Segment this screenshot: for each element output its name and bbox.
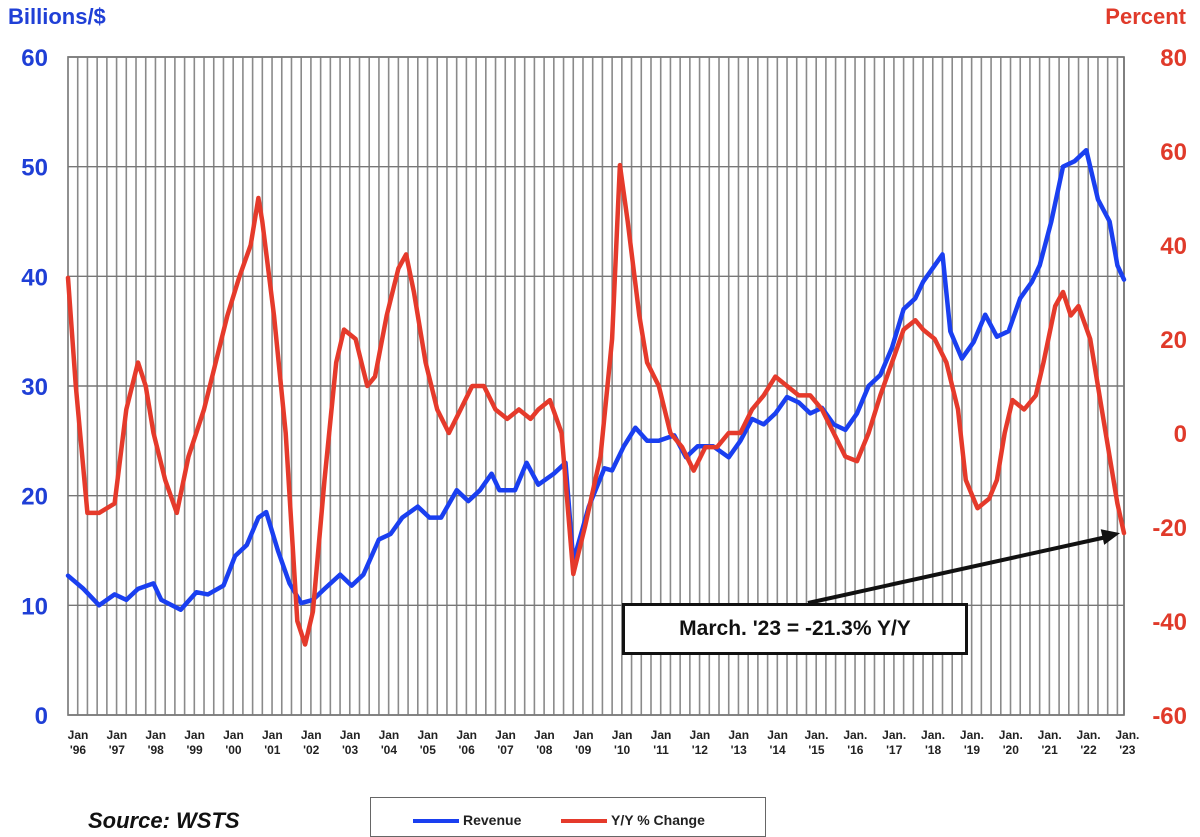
legend: Revenue Y/Y % Change [370, 797, 766, 837]
x-tick-label-year: '22 [1080, 743, 1097, 757]
right-axis-ticks: -60 -40 -20 0 20 40 60 80 [1152, 45, 1187, 730]
left-tick-label: 10 [21, 593, 48, 620]
x-tick-label-month: Jan [767, 728, 788, 742]
x-tick-label-month: Jan [495, 728, 516, 742]
annotation-arrow-line [807, 535, 1107, 605]
x-tick-label-month: Jan [184, 728, 205, 742]
x-tick-label-year: '13 [731, 743, 748, 757]
x-tick-label-month: Jan. [960, 728, 984, 742]
x-tick-label-month: Jan [456, 728, 477, 742]
x-tick-label-year: '04 [381, 743, 398, 757]
x-tick-label-month: Jan [690, 728, 711, 742]
legend-label-revenue: Revenue [463, 812, 522, 828]
x-tick-label-year: '98 [148, 743, 165, 757]
x-tick-label-year: '08 [536, 743, 553, 757]
right-axis-title: Percent [1105, 4, 1186, 29]
annotation-callout: March. '23 = -21.3% Y/Y [622, 603, 968, 655]
left-tick-label: 30 [21, 374, 48, 401]
annotation-arrow-head [1100, 529, 1120, 545]
x-tick-label-year: '12 [692, 743, 709, 757]
x-tick-label-year: '00 [225, 743, 242, 757]
x-tick-label-month: Jan [223, 728, 244, 742]
x-tick-label-year: '10 [614, 743, 631, 757]
x-tick-label-year: '05 [420, 743, 437, 757]
right-tick-label: -20 [1152, 515, 1187, 542]
x-tick-label-month: Jan. [1038, 728, 1062, 742]
right-tick-label: 40 [1160, 233, 1187, 260]
legend-label-yoy: Y/Y % Change [611, 812, 705, 828]
x-tick-label-year: '06 [459, 743, 476, 757]
yoy-change-line [65, 162, 1127, 647]
x-tick-label-year: '15 [808, 743, 825, 757]
right-tick-label: 60 [1160, 139, 1187, 166]
x-tick-label-year: '07 [497, 743, 514, 757]
x-tick-label-month: Jan. [1077, 728, 1101, 742]
x-tick-label-month: Jan [651, 728, 672, 742]
x-tick-label-month: Jan [262, 728, 283, 742]
right-tick-label: -40 [1152, 609, 1187, 636]
right-tick-label: 0 [1174, 421, 1187, 448]
x-tick-label-year: '20 [1003, 743, 1020, 757]
legend-item-revenue: Revenue [413, 812, 521, 828]
x-tick-label-year: '09 [575, 743, 592, 757]
x-tick-label-month: Jan [68, 728, 89, 742]
left-axis-ticks: 0 10 20 30 40 50 60 [21, 45, 48, 730]
x-tick-label-month: Jan [612, 728, 633, 742]
legend-swatch-yoy [561, 819, 607, 824]
left-tick-label: 60 [21, 45, 48, 72]
arrow-layer [807, 529, 1120, 605]
x-tick-label-month: Jan [145, 728, 166, 742]
source-note: Source: WSTS [88, 808, 240, 833]
x-tick-label-month: Jan. [921, 728, 945, 742]
x-tick-label-year: '19 [964, 743, 981, 757]
left-tick-label: 0 [35, 703, 48, 730]
x-tick-label-year: '23 [1119, 743, 1136, 757]
legend-item-yoy: Y/Y % Change [561, 812, 705, 828]
x-tick-label-year: '21 [1042, 743, 1059, 757]
x-tick-label-month: Jan. [999, 728, 1023, 742]
x-tick-label-year: '18 [925, 743, 942, 757]
x-tick-label-month: Jan [417, 728, 438, 742]
x-tick-label-year: '99 [186, 743, 203, 757]
x-tick-label-year: '96 [70, 743, 87, 757]
left-tick-label: 20 [21, 484, 48, 511]
x-tick-label-year: '14 [769, 743, 786, 757]
x-tick-label-month: Jan. [882, 728, 906, 742]
x-tick-label-month: Jan [573, 728, 594, 742]
x-tick-label-year: '01 [264, 743, 281, 757]
x-tick-label-year: '17 [886, 743, 903, 757]
grid-layer [67, 56, 1125, 716]
x-tick-label-year: '16 [847, 743, 864, 757]
legend-swatch-revenue [413, 819, 459, 824]
x-axis-ticks: Jan'96Jan'97Jan'98Jan'99Jan'00Jan'01Jan'… [68, 728, 1140, 757]
right-tick-label: 20 [1160, 327, 1187, 354]
x-tick-label-year: '97 [109, 743, 126, 757]
x-tick-label-month: Jan [107, 728, 128, 742]
right-tick-label: 80 [1160, 45, 1187, 72]
right-tick-label: -60 [1152, 703, 1187, 730]
x-tick-label-year: '11 [653, 743, 669, 757]
x-tick-label-month: Jan. [1115, 728, 1139, 742]
series-layer [65, 147, 1127, 647]
x-tick-label-month: Jan. [804, 728, 828, 742]
left-axis-title: Billions/$ [8, 4, 106, 29]
x-tick-label-month: Jan. [843, 728, 867, 742]
x-tick-label-month: Jan [340, 728, 361, 742]
x-tick-label-month: Jan [728, 728, 749, 742]
left-tick-label: 50 [21, 155, 48, 182]
x-tick-label-year: '03 [342, 743, 359, 757]
x-tick-label-month: Jan [534, 728, 555, 742]
left-tick-label: 40 [21, 264, 48, 291]
x-tick-label-month: Jan [379, 728, 400, 742]
x-tick-label-month: Jan [301, 728, 322, 742]
x-tick-label-year: '02 [303, 743, 320, 757]
revenue-line [65, 147, 1127, 612]
